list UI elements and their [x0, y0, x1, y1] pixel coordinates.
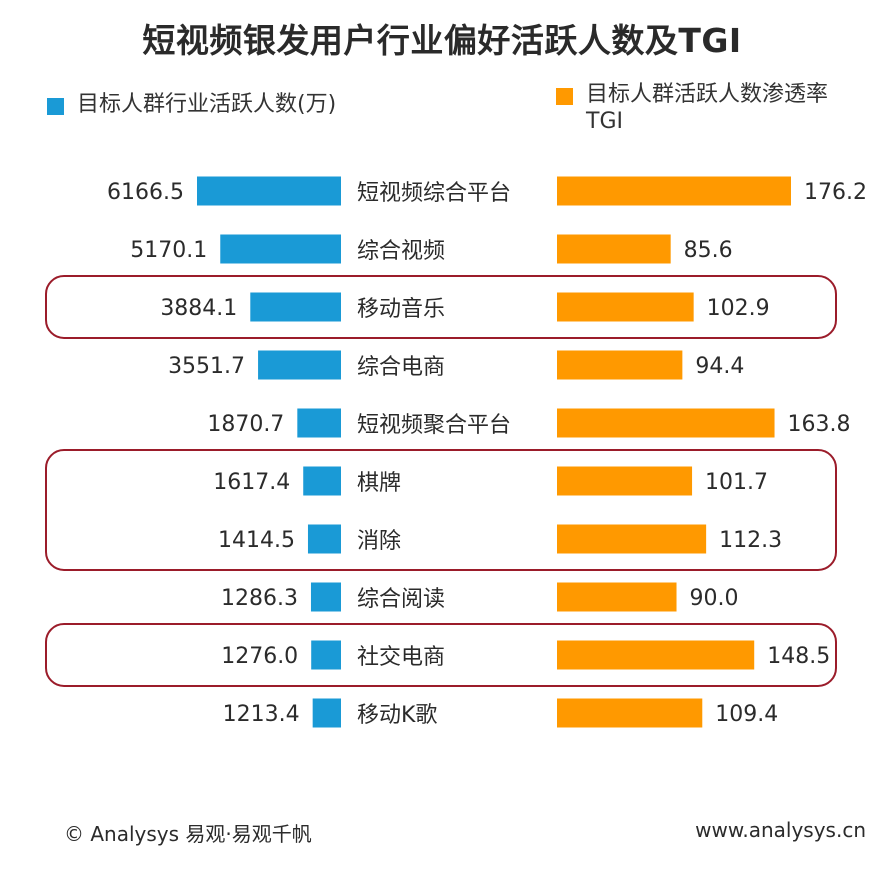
- highlight-box-3: [45, 623, 837, 687]
- data-label-tgi: 102.9: [707, 296, 770, 321]
- category-label: 棋牌: [357, 471, 401, 496]
- bar-tgi: [557, 234, 671, 264]
- bar-tgi: [557, 524, 707, 554]
- data-label-tgi: 94.4: [695, 354, 744, 379]
- data-label-tgi: 101.7: [705, 470, 768, 495]
- data-label-active-users: 1870.7: [207, 412, 284, 437]
- data-label-active-users: 6166.5: [107, 180, 184, 205]
- highlight-box-2: [45, 449, 837, 571]
- footer-copyright: © Analysys 易观·易观千帆: [64, 822, 312, 846]
- category-label: 移动音乐: [357, 297, 445, 322]
- data-label-active-users: 1286.3: [221, 586, 298, 611]
- bar-active-users: [250, 292, 341, 322]
- bar-active-users: [220, 234, 341, 264]
- bar-active-users: [258, 350, 341, 380]
- bar-tgi: [557, 350, 683, 380]
- category-label: 消除: [357, 529, 401, 554]
- data-label-active-users: 1276.0: [221, 644, 298, 669]
- legend-label-tgi: 目标人群活跃人数渗透率 TGI: [586, 81, 876, 135]
- data-label-active-users: 1213.4: [223, 702, 300, 727]
- data-label-active-users: 1617.4: [213, 470, 290, 495]
- data-label-active-users: 3551.7: [168, 354, 245, 379]
- bar-tgi: [557, 698, 703, 728]
- bar-tgi: [557, 176, 791, 206]
- data-label-active-users: 3884.1: [160, 296, 237, 321]
- category-label: 社交电商: [357, 645, 445, 670]
- legend-label-tgi-line1: 目标人群活跃人数渗透率: [586, 82, 829, 107]
- bar-active-users: [311, 640, 341, 670]
- data-label-tgi: 109.4: [715, 702, 778, 727]
- legend-active-users: 目标人群行业活跃人数(万): [47, 91, 407, 121]
- legend-swatch-blue: [47, 98, 64, 115]
- legend-label-tgi-line2: TGI: [586, 109, 623, 134]
- bar-tgi: [557, 640, 755, 670]
- bar-active-users: [303, 466, 341, 496]
- data-label-tgi: 90.0: [690, 586, 739, 611]
- data-label-tgi: 163.8: [788, 412, 851, 437]
- category-label: 综合阅读: [357, 587, 445, 612]
- bar-tgi: [557, 408, 775, 438]
- bar-tgi: [557, 582, 677, 612]
- category-label: 综合电商: [357, 355, 445, 380]
- category-label: 短视频聚合平台: [357, 413, 511, 438]
- bar-active-users: [307, 524, 341, 554]
- category-label: 移动K歌: [357, 703, 437, 728]
- data-label-tgi: 176.2: [804, 180, 867, 205]
- bar-tgi: [557, 292, 694, 322]
- data-label-tgi: 85.6: [684, 238, 733, 263]
- category-label: 短视频综合平台: [357, 181, 511, 206]
- highlight-box-1: [45, 275, 837, 339]
- data-label-tgi: 148.5: [767, 644, 830, 669]
- chart-title: 短视频银发用户行业偏好活跃人数及TGI: [142, 21, 742, 60]
- bar-active-users: [312, 698, 341, 728]
- bar-active-users: [310, 582, 341, 612]
- bar-tgi: [557, 466, 693, 496]
- category-label: 综合视频: [357, 239, 445, 264]
- bar-active-users: [197, 176, 341, 206]
- legend-label-active-users: 目标人群行业活跃人数(万): [77, 92, 337, 117]
- data-label-active-users: 5170.1: [130, 238, 207, 263]
- legend-swatch-orange: [556, 88, 573, 105]
- bar-active-users: [297, 408, 341, 438]
- legend-tgi: 目标人群活跃人数渗透率 TGI: [556, 81, 876, 141]
- data-label-active-users: 1414.5: [218, 528, 295, 553]
- data-label-tgi: 112.3: [719, 528, 782, 553]
- footer-website: www.analysys.cn: [695, 818, 866, 842]
